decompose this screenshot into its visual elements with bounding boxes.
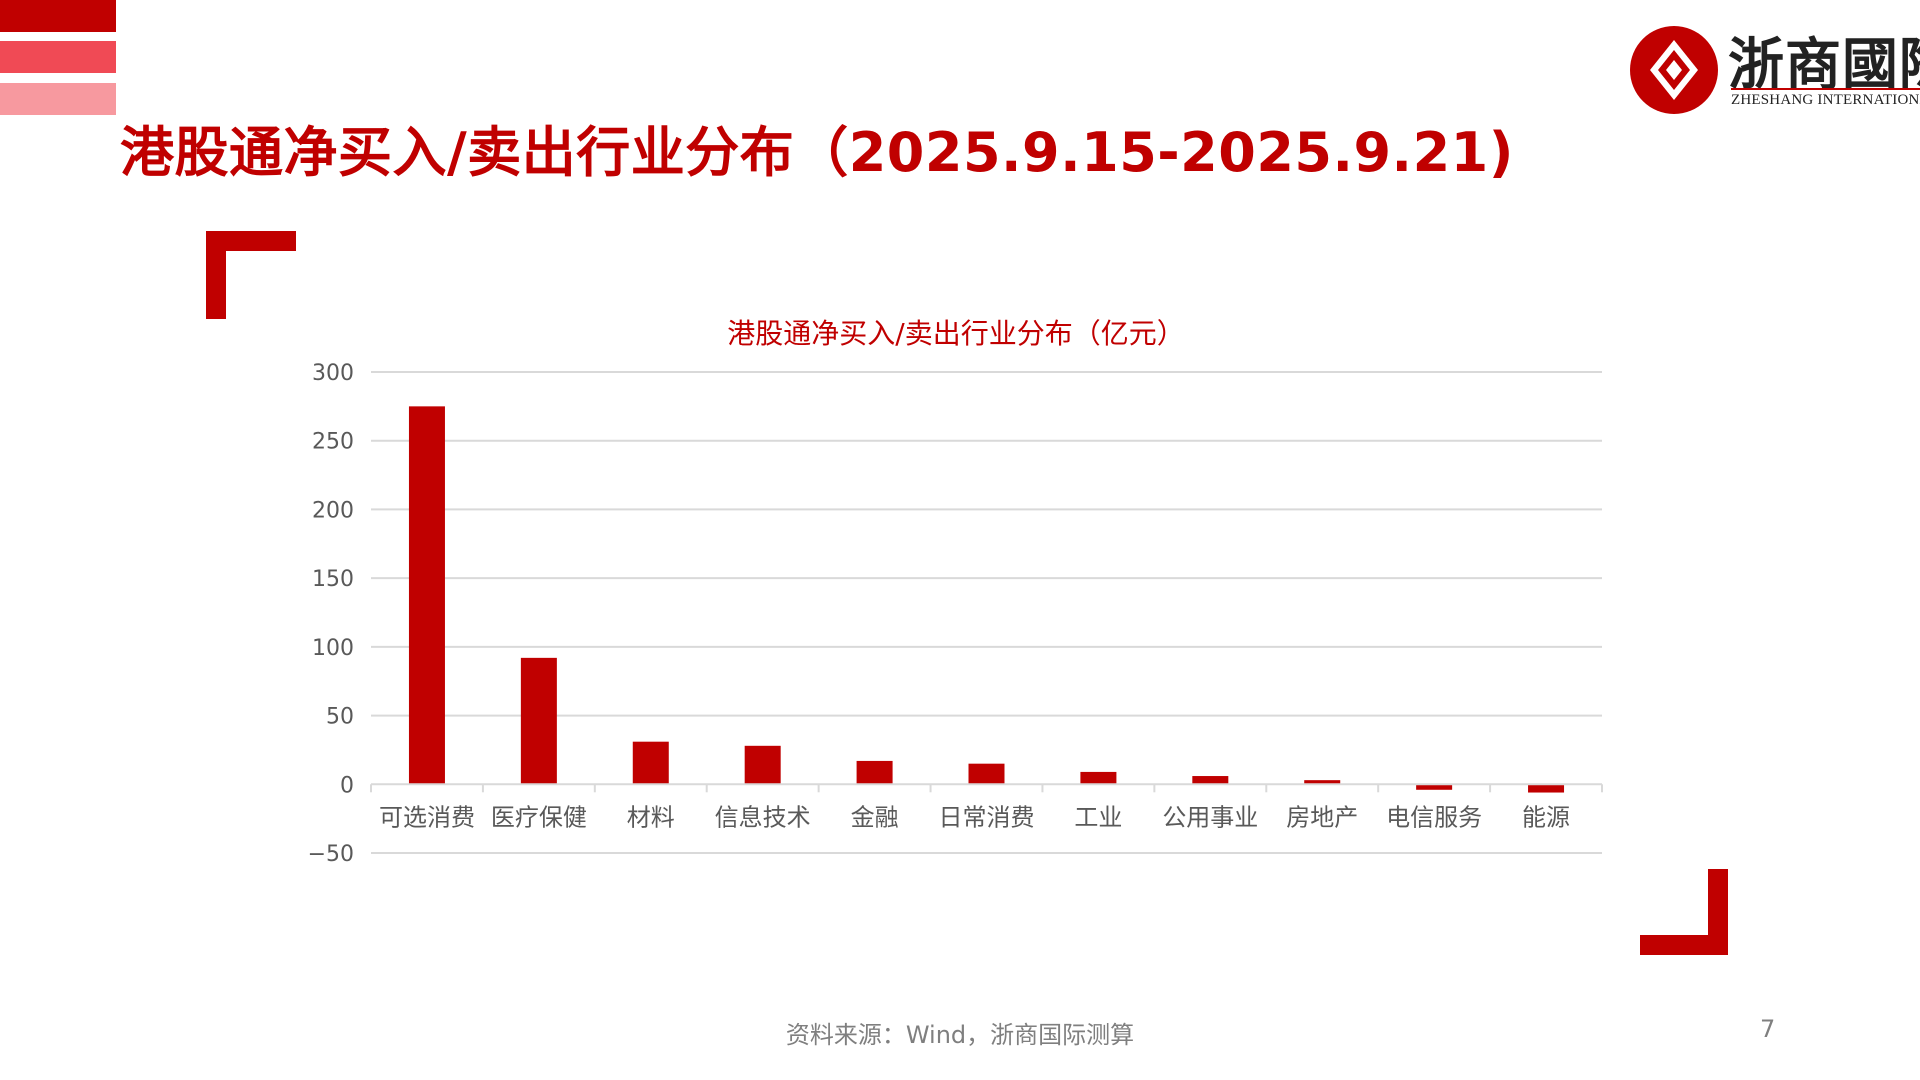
x-category-label: 房地产 xyxy=(1286,803,1358,831)
bar xyxy=(1528,784,1565,793)
source-note: 资料来源：Wind，浙商国际测算 xyxy=(785,1021,1135,1049)
bars xyxy=(408,406,1565,793)
x-category-label: 公用事业 xyxy=(1162,803,1258,831)
y-tick-label: 0 xyxy=(340,773,354,798)
bar xyxy=(856,760,893,785)
x-category-label: 工业 xyxy=(1074,803,1122,831)
bar xyxy=(744,745,781,785)
bar xyxy=(408,406,445,785)
company-logo: 浙商國際 ZHESHANG INTERNATIONAL xyxy=(1628,18,1920,118)
x-category-label: 金融 xyxy=(851,803,899,831)
chart-title: 港股通净买入/卖出行业分布（亿元） xyxy=(727,317,1184,350)
y-tick-label: 300 xyxy=(312,361,354,386)
bar xyxy=(520,657,557,785)
gridlines xyxy=(371,371,1602,854)
header-stripe-dark xyxy=(0,0,116,32)
y-tick-label: 200 xyxy=(312,498,354,523)
page-number: 7 xyxy=(1760,1015,1776,1043)
header-stripe-light xyxy=(0,83,116,115)
y-tick-label: 100 xyxy=(312,636,354,661)
y-tick-label: 150 xyxy=(312,567,354,592)
frame-corner-bottom-right xyxy=(1708,869,1728,955)
bar xyxy=(632,741,669,785)
y-tick-label: 50 xyxy=(326,705,354,730)
logo-name-cn: 浙商國際 xyxy=(1728,32,1920,98)
x-category-label: 医疗保健 xyxy=(491,803,587,831)
x-category-label: 可选消费 xyxy=(379,803,475,831)
bar xyxy=(1192,776,1229,785)
y-tick-label: 250 xyxy=(312,430,354,455)
header-stripe-medium xyxy=(0,41,116,73)
x-category-label: 信息技术 xyxy=(715,803,811,831)
x-category-label: 材料 xyxy=(627,803,675,831)
frame-corner-top-left xyxy=(206,231,226,319)
bar xyxy=(1080,771,1117,785)
logo-name-en: ZHESHANG INTERNATIONAL xyxy=(1731,88,1920,109)
x-category-label: 能源 xyxy=(1522,803,1570,831)
x-axis: 可选消费 医疗保健 材料 信息技术 金融 日常消费 工业 公用事业 房地产 电信服务 能源 xyxy=(370,783,1603,831)
x-category-label: 电信服务 xyxy=(1386,803,1482,831)
page-title: 港股通净买入/卖出行业分布（2025.9.15-2025.9.21) xyxy=(120,121,1514,184)
frame-corner-top-left xyxy=(206,231,296,251)
bar xyxy=(1304,780,1341,785)
x-category-label: 日常消费 xyxy=(939,803,1035,831)
y-axis-tick-labels: −50 0 50 100 150 200 250 300 xyxy=(308,361,354,867)
bar xyxy=(1416,784,1453,790)
bar xyxy=(968,763,1005,785)
y-tick-label: −50 xyxy=(308,842,354,867)
logo-emblem-icon xyxy=(1630,26,1718,114)
frame-corner-bottom-right xyxy=(1640,935,1728,955)
